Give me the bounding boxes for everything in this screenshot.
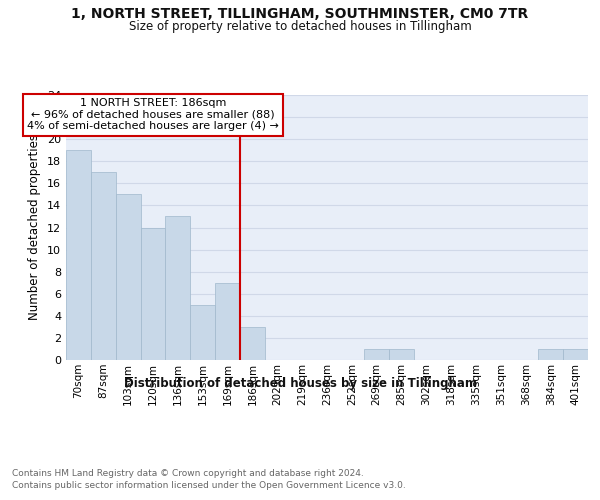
Text: Contains public sector information licensed under the Open Government Licence v3: Contains public sector information licen… xyxy=(12,481,406,490)
Bar xyxy=(364,349,389,360)
Bar xyxy=(166,216,190,360)
Bar xyxy=(389,349,414,360)
Y-axis label: Number of detached properties: Number of detached properties xyxy=(28,134,41,320)
Bar xyxy=(91,172,116,360)
Text: 1, NORTH STREET, TILLINGHAM, SOUTHMINSTER, CM0 7TR: 1, NORTH STREET, TILLINGHAM, SOUTHMINSTE… xyxy=(71,8,529,22)
Bar xyxy=(66,150,91,360)
Bar xyxy=(563,349,588,360)
Bar xyxy=(116,194,140,360)
Bar xyxy=(240,327,265,360)
Text: Contains HM Land Registry data © Crown copyright and database right 2024.: Contains HM Land Registry data © Crown c… xyxy=(12,469,364,478)
Bar xyxy=(215,282,240,360)
Bar xyxy=(538,349,563,360)
Text: Distribution of detached houses by size in Tillingham: Distribution of detached houses by size … xyxy=(124,378,476,390)
Bar xyxy=(190,305,215,360)
Text: 1 NORTH STREET: 186sqm
← 96% of detached houses are smaller (88)
4% of semi-deta: 1 NORTH STREET: 186sqm ← 96% of detached… xyxy=(27,98,279,132)
Bar xyxy=(140,228,166,360)
Text: Size of property relative to detached houses in Tillingham: Size of property relative to detached ho… xyxy=(128,20,472,33)
